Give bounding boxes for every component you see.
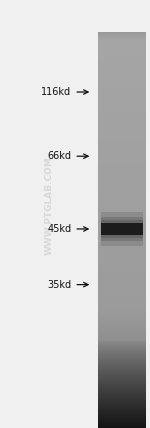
Bar (100, 212, 143, 246)
Text: 35kd: 35kd (47, 279, 71, 290)
Text: 116kd: 116kd (41, 87, 71, 97)
Text: 66kd: 66kd (47, 151, 71, 161)
Bar (100, 220, 143, 238)
Bar (100, 217, 143, 241)
Text: 45kd: 45kd (47, 224, 71, 234)
Bar (100, 223, 143, 235)
Text: WWW.PTGLAB.COM: WWW.PTGLAB.COM (45, 156, 54, 255)
